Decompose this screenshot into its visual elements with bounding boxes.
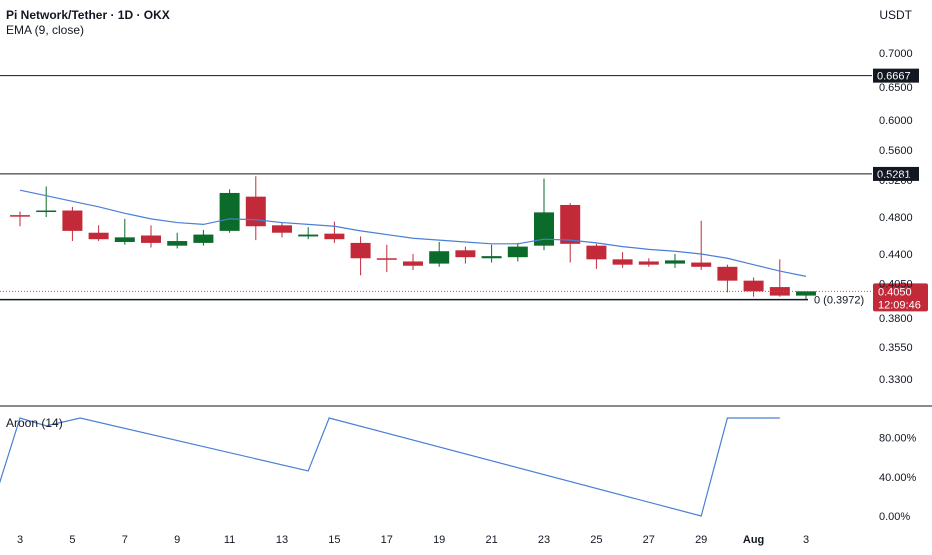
time-tick-label: 9 <box>174 534 180 546</box>
candle-body <box>245 196 266 227</box>
time-tick-label: 11 <box>224 534 235 546</box>
level-price-tag-text: 0.5281 <box>877 169 911 181</box>
candle-body <box>298 234 319 237</box>
ema-legend-label[interactable]: EMA (9, close) <box>6 23 85 37</box>
candle-body <box>481 256 502 259</box>
candle-body <box>560 204 581 244</box>
price-tick-label: 0.5600 <box>879 145 913 157</box>
aroon-tick-label: 80.00% <box>879 433 917 445</box>
time-tick-label: Aug <box>743 534 764 546</box>
time-tick-label: 19 <box>433 534 445 546</box>
candle-body <box>796 291 816 296</box>
time-tick-label: 3 <box>17 534 23 546</box>
candle-body <box>324 233 345 240</box>
level-price-tag <box>873 68 919 83</box>
level-price-tag <box>873 166 919 181</box>
current-price-value: 0.4050 <box>878 286 912 298</box>
time-tick-label: 3 <box>803 534 809 546</box>
aroon-group <box>0 417 780 517</box>
price-tick-label: 0.3550 <box>879 342 913 354</box>
price-axis-group: 0.7000 0.6500 0.6000 0.5600 0.5200 0.4800 0.44… <box>879 48 913 386</box>
candle-body <box>612 259 633 265</box>
time-tick-label: 7 <box>122 534 128 546</box>
time-tick-label: 27 <box>643 534 655 546</box>
candle-body <box>114 237 135 242</box>
candle-body <box>455 250 476 258</box>
ema-group <box>19 189 807 277</box>
candle-body <box>219 192 240 231</box>
price-tick-label: 0.7000 <box>879 48 913 60</box>
time-tick-label: 23 <box>538 534 550 546</box>
candle-body <box>350 242 371 259</box>
current-price-countdown: 12:09:46 <box>878 299 921 311</box>
aroon-line <box>0 417 780 517</box>
candle-body <box>429 251 450 264</box>
time-tick-label: 13 <box>276 534 288 546</box>
time-tick-label: 15 <box>328 534 340 546</box>
chart-title: Pi Network/Tether · 1D · OKX <box>6 8 170 22</box>
candle-body <box>769 287 790 296</box>
candle-body <box>141 235 161 243</box>
price-tick-label: 0.3300 <box>879 374 913 386</box>
time-axis-group: 3 5 7 9 11 13 15 17 19 21 23 25 27 29 Aug 3 <box>17 534 809 546</box>
time-tick-label: 29 <box>695 534 707 546</box>
candle-body <box>62 210 83 231</box>
price-tick-label: 0.4050 <box>879 278 913 290</box>
candle-body <box>10 215 30 217</box>
candle-body <box>507 246 528 258</box>
price-tick-label: 0.5200 <box>879 175 913 187</box>
aroon-tick-label: 0.00% <box>879 511 910 523</box>
time-tick-label: 5 <box>69 534 75 546</box>
price-tick-label: 0.3800 <box>879 313 913 325</box>
aroon-tick-label: 40.00% <box>879 472 917 484</box>
candle-body <box>403 261 423 266</box>
candle-body <box>36 210 57 213</box>
time-tick-label: 21 <box>485 534 497 546</box>
price-tick-label: 0.4800 <box>879 212 913 224</box>
candle-body <box>167 241 188 246</box>
aroon-axis-group: 80.00% 40.00% 0.00% <box>879 433 917 523</box>
currency-label: USDT <box>879 8 912 22</box>
candle-body <box>193 234 214 243</box>
candle-body <box>272 225 292 233</box>
candle-body <box>88 232 109 240</box>
candle-body <box>717 266 738 281</box>
candle-body <box>586 245 607 260</box>
level-price-tag-text: 0.6667 <box>877 71 911 83</box>
ema-line <box>19 189 807 277</box>
time-tick-label: 17 <box>381 534 393 546</box>
candle-body <box>691 262 712 267</box>
time-tick-label: 25 <box>590 534 602 546</box>
candles-group <box>10 176 816 300</box>
price-tick-label: 0.6000 <box>879 115 913 127</box>
price-tick-label: 0.4400 <box>879 249 913 261</box>
candle-body <box>638 261 659 265</box>
candle-body <box>376 258 397 260</box>
levels-group: 0.6667 0.5281 0 (0.3972) <box>0 68 919 307</box>
current-price-tag <box>873 283 928 312</box>
level-label: 0 (0.3972) <box>814 295 864 307</box>
candle-body <box>665 260 685 264</box>
candle-body <box>743 280 764 292</box>
aroon-legend-label[interactable]: Aroon (14) <box>6 416 63 430</box>
candle-body <box>534 212 554 246</box>
price-tick-label: 0.6500 <box>879 82 913 94</box>
